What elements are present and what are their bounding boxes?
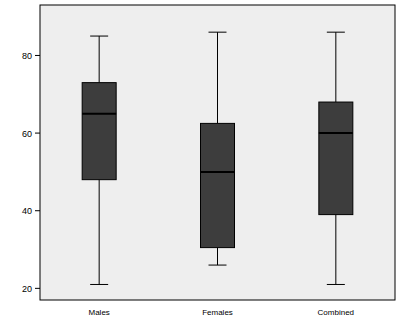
min-cap [327, 284, 345, 285]
y-tick-label: 80 [22, 51, 32, 61]
y-tick-label: 60 [22, 129, 32, 139]
median-line [82, 113, 116, 115]
plot-background [40, 5, 395, 300]
min-cap [90, 284, 108, 285]
min-cap [209, 265, 227, 266]
chart-svg: 20 40 60 80 Males Females Combined [0, 0, 400, 321]
upper-whisker [99, 36, 100, 83]
box [319, 102, 353, 215]
box [201, 123, 235, 247]
median-line [319, 132, 353, 134]
y-tick [35, 288, 40, 289]
chart-container: 20 40 60 80 Males Females Combined [0, 0, 400, 321]
upper-whisker [335, 32, 336, 102]
y-tick-label: 20 [22, 284, 32, 294]
max-cap [209, 32, 227, 33]
y-tick [35, 133, 40, 134]
max-cap [327, 32, 345, 33]
upper-whisker [217, 32, 218, 123]
median-line [201, 171, 235, 173]
x-tick-label: Males [88, 308, 109, 317]
lower-whisker [217, 248, 218, 265]
lower-whisker [99, 180, 100, 285]
x-tick-label: Combined [318, 308, 354, 317]
y-tick-label: 40 [22, 206, 32, 216]
y-tick [35, 210, 40, 211]
y-tick [35, 55, 40, 56]
box [82, 83, 116, 180]
lower-whisker [335, 215, 336, 285]
x-tick-label: Females [202, 308, 233, 317]
max-cap [90, 36, 108, 37]
marks [82, 32, 353, 284]
plot-frame [40, 5, 395, 300]
